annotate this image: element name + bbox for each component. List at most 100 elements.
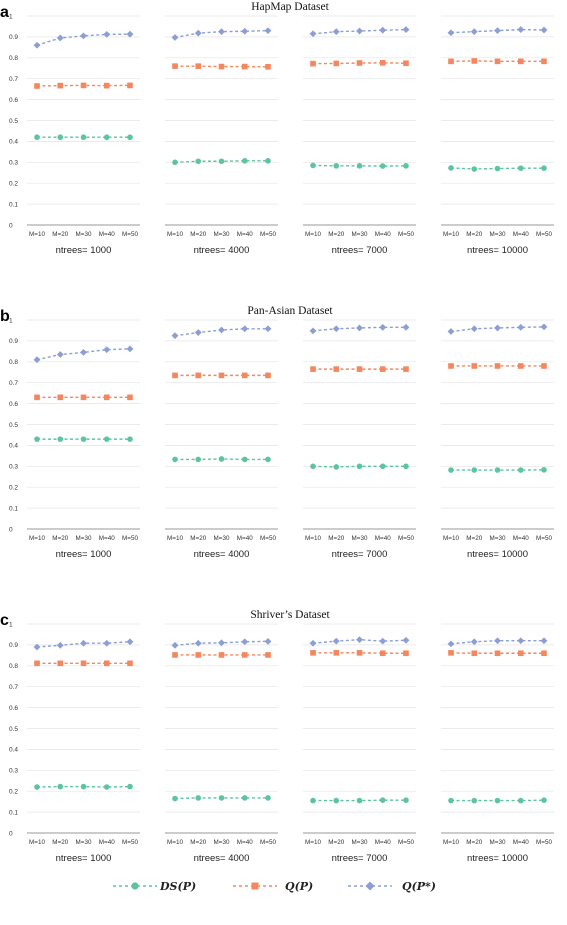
x-tick-label: M=20 <box>328 839 344 846</box>
y-tick-label: 0.9 <box>9 642 18 649</box>
data-point-qstar <box>264 325 272 333</box>
x-tick-label: M=20 <box>52 535 68 542</box>
x-tick-label: M=30 <box>214 839 230 846</box>
data-point-ds <box>379 463 386 470</box>
data-point-q <box>448 58 454 65</box>
x-tick-label: M=30 <box>352 535 368 542</box>
data-point-qstar <box>402 323 410 331</box>
x-tick-label: M=30 <box>352 231 368 238</box>
data-point-q <box>494 650 501 657</box>
data-point-qstar <box>379 323 387 331</box>
legend-item-qstar: Q(P*) <box>348 880 436 893</box>
data-point-q <box>172 63 178 69</box>
data-point-q <box>517 650 524 657</box>
data-point-ds <box>172 795 178 802</box>
data-point-qstar <box>218 639 225 647</box>
data-point-ds <box>34 784 40 790</box>
x-tick-label: M=10 <box>305 231 321 238</box>
data-point-qstar <box>470 638 478 646</box>
x-tick-label: M=10 <box>443 231 459 238</box>
data-point-ds <box>310 463 316 470</box>
data-point-q <box>265 63 271 70</box>
y-tick-label: 0.4 <box>9 443 18 450</box>
y-tick-label: 0.9 <box>9 338 18 345</box>
x-tick-label: M=30 <box>214 231 230 238</box>
data-point-ds <box>103 134 110 141</box>
data-point-qstar <box>309 30 317 38</box>
y-tick-label: 0.1 <box>9 809 18 816</box>
data-point-ds <box>333 464 340 470</box>
x-tick-label: M=10 <box>443 535 459 542</box>
data-point-qstar <box>218 28 225 36</box>
subplot-label: ntrees= 4000 <box>194 549 250 560</box>
data-point-qstar <box>332 325 340 333</box>
x-tick-label: M=30 <box>76 839 92 846</box>
x-tick-label: M=20 <box>190 839 206 846</box>
data-point-q <box>80 82 87 89</box>
data-point-ds <box>218 456 225 462</box>
y-tick-label: 0.5 <box>9 422 18 429</box>
data-point-ds <box>471 467 478 473</box>
x-tick-label: M=40 <box>99 535 115 542</box>
subplot-label: ntrees= 1000 <box>56 853 112 864</box>
data-point-qstar <box>171 332 179 340</box>
x-tick-label: M=10 <box>29 839 45 846</box>
data-point-qstar <box>171 641 179 649</box>
x-tick-label: M=50 <box>122 839 138 846</box>
data-point-qstar <box>517 26 525 33</box>
data-point-qstar <box>218 326 225 334</box>
subplot-label: ntrees= 7000 <box>332 549 388 560</box>
data-point-ds <box>310 797 316 804</box>
data-point-q <box>218 372 225 379</box>
data-point-q <box>333 60 340 67</box>
data-point-ds <box>80 134 87 141</box>
data-point-q <box>218 652 225 658</box>
data-point-q <box>265 372 271 379</box>
legend: DS(P) Q(P) Q(P*) <box>113 880 436 893</box>
x-tick-label: M=20 <box>52 839 68 846</box>
data-point-q <box>379 650 386 657</box>
data-point-q <box>34 394 40 401</box>
data-point-ds <box>448 467 454 473</box>
data-point-ds <box>127 783 133 790</box>
data-point-qstar <box>517 323 525 331</box>
data-point-ds <box>403 797 409 803</box>
data-point-ds <box>195 158 202 165</box>
data-point-qstar <box>171 34 179 41</box>
data-point-q <box>356 650 363 656</box>
x-tick-label: M=20 <box>190 231 206 238</box>
data-point-q <box>103 82 110 89</box>
y-tick-label: 0.6 <box>9 401 18 408</box>
subplot-label: ntrees= 10000 <box>467 549 528 560</box>
data-point-q <box>57 394 64 401</box>
subplot-label: ntrees= 4000 <box>194 245 250 256</box>
data-point-qstar <box>447 29 455 37</box>
subplot-2: M=10 M=20 M=30 M=40 M=50 ntrees= 4000 <box>165 319 278 560</box>
y-tick-label: 0.5 <box>9 726 18 733</box>
data-point-qstar <box>80 348 87 356</box>
x-tick-label: M=40 <box>237 231 253 238</box>
x-tick-label: M=10 <box>29 535 45 542</box>
data-point-q <box>310 366 316 372</box>
data-point-ds <box>448 797 454 804</box>
data-point-qstar <box>194 329 202 336</box>
panel-c: c Shriver’s Dataset 0 0.1 0.2 0.3 0.4 0.5 0.6 0.7… <box>0 609 554 864</box>
legend-marker-ds <box>131 882 139 890</box>
data-point-qstar <box>264 637 272 645</box>
y-tick-label: 0.7 <box>9 380 18 387</box>
data-point-ds <box>356 163 363 169</box>
data-point-ds <box>80 783 87 790</box>
data-point-ds <box>127 436 133 442</box>
data-point-ds <box>494 467 501 473</box>
data-point-q <box>494 363 501 369</box>
data-point-ds <box>80 436 87 442</box>
legend-marker-q <box>251 882 259 890</box>
data-point-ds <box>57 134 64 141</box>
x-tick-label: M=40 <box>513 535 529 542</box>
data-point-ds <box>356 463 363 470</box>
data-point-q <box>127 82 133 89</box>
data-point-q <box>379 366 386 372</box>
data-point-ds <box>34 436 40 442</box>
y-tick-label: 1 <box>9 317 13 324</box>
x-tick-label: M=50 <box>398 231 414 238</box>
